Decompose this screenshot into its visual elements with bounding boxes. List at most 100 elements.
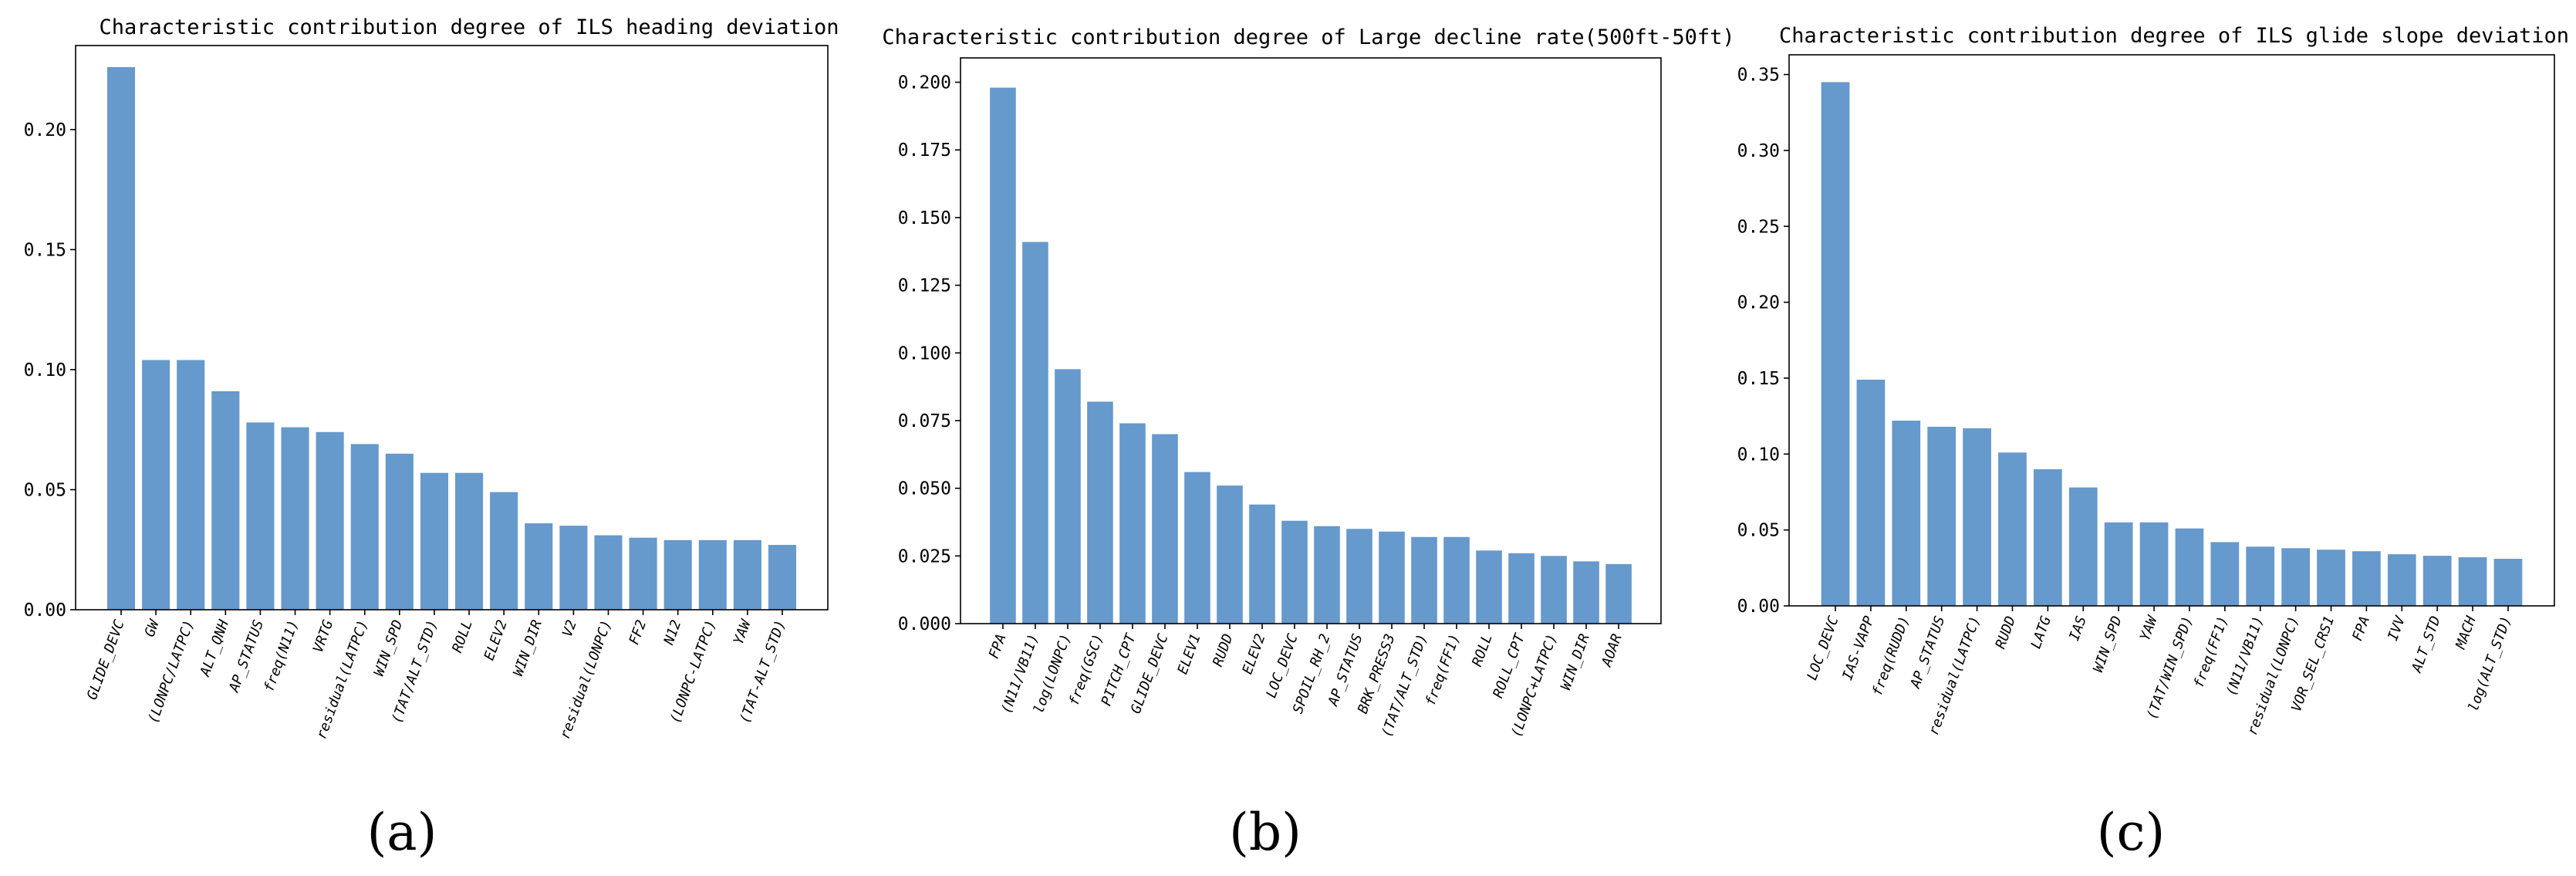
bar (106, 66, 136, 610)
x-tick-label: GLIDE_DEVC (84, 617, 128, 702)
y-tick-label: 0.10 (1737, 445, 1780, 465)
bar (525, 523, 553, 610)
x-tick-label: ROLL (1469, 632, 1496, 669)
x-tick-label: LOC_DEVC (1263, 631, 1301, 700)
x-tick-label: N12 (660, 618, 684, 648)
axes-frame (1788, 54, 2555, 607)
y-tick-label: 0.15 (1737, 369, 1780, 389)
x-tick-label: WIN_SPD (2090, 614, 2125, 675)
chart-title: Characteristic contribution degree of IL… (99, 15, 839, 39)
bar (733, 539, 761, 610)
bar (490, 492, 518, 610)
bar (211, 391, 240, 610)
bar (1379, 531, 1405, 624)
x-tick-label: ELEV2 (481, 618, 511, 663)
bar (2175, 528, 2204, 606)
bar (1508, 553, 1534, 624)
x-tick-label: LATG (2028, 614, 2055, 651)
bar (2422, 556, 2452, 606)
x-tick-label: RUDD (1993, 614, 2020, 651)
bar (1963, 428, 1991, 606)
bar (281, 427, 309, 610)
x-tick-label: IAS (2066, 614, 2090, 643)
bar (177, 360, 205, 610)
x-tick-label: MACH (2453, 614, 2480, 651)
bar (768, 545, 797, 610)
bar (455, 472, 484, 610)
bar (420, 472, 448, 610)
chart-title: Characteristic contribution degree of La… (882, 25, 1734, 49)
bar (1217, 485, 1243, 624)
bar (1856, 379, 1886, 606)
bar (2458, 557, 2487, 606)
bar (1541, 556, 1567, 624)
panel-label-a: (a) (367, 803, 437, 862)
panel-label-c: (c) (2097, 803, 2165, 862)
x-tick-label: RUDD (1210, 632, 1237, 669)
x-tick-label: FF2 (626, 618, 650, 648)
y-tick-label: 0.075 (898, 411, 951, 431)
x-tick-label: YAW (2137, 612, 2162, 643)
bar (1346, 529, 1372, 624)
bar (1119, 423, 1146, 624)
bar (1573, 561, 1599, 624)
y-tick-label: 0.00 (1737, 597, 1780, 617)
bar (1476, 550, 1502, 624)
bar (1927, 426, 1956, 606)
bar (1152, 434, 1178, 624)
x-tick-label: V2 (559, 618, 580, 640)
bar (2104, 522, 2133, 606)
y-tick-label: 0.100 (898, 343, 951, 364)
y-tick-label: 0.050 (898, 479, 951, 499)
x-tick-label: FPA (2349, 614, 2373, 644)
y-tick-label: 0.125 (898, 276, 951, 296)
axes-frame (75, 45, 829, 610)
x-tick-label: VRTG (310, 617, 337, 654)
bar (698, 539, 727, 610)
x-tick-label: LOC_DEVC (1804, 614, 1842, 682)
x-tick-label: AP_STATUS (1907, 614, 1948, 691)
bar (1892, 421, 1921, 606)
x-tick-label: freq(N11) (261, 618, 302, 695)
bar (1998, 452, 2027, 606)
chart-panel-c: Characteristic contribution degree of IL… (1737, 24, 2569, 862)
panel-label-b: (b) (1229, 803, 1302, 862)
x-tick-label: AOAR (1599, 631, 1626, 669)
bar (246, 422, 275, 610)
y-tick-label: 0.175 (898, 140, 951, 161)
y-tick-label: 0.10 (24, 360, 66, 381)
x-tick-label: IAS-VAPP (1839, 614, 1877, 682)
y-tick-label: 0.05 (24, 480, 66, 500)
x-tick-label: ALT_STD (2409, 614, 2444, 675)
y-tick-label: 0.00 (24, 600, 66, 621)
x-tick-label: WIN_SPD (371, 618, 407, 678)
axes-frame (960, 57, 1662, 624)
x-tick-label: GW (142, 617, 164, 640)
bar (663, 539, 692, 610)
x-axis: LOC_DEVCIAS-VAPPfreq(RUDD)AP_STATUSresid… (1804, 606, 2515, 737)
bar (1087, 401, 1113, 624)
y-tick-label: 0.35 (1737, 66, 1780, 86)
x-tick-label: ELEV2 (1239, 632, 1268, 677)
bar (2246, 546, 2275, 606)
y-tick-label: 0.200 (898, 73, 951, 93)
bar (1443, 536, 1470, 624)
y-axis: 0.000 0.025 0.050 0.075 0.100 0.125 0.150 0.175… (898, 73, 961, 634)
y-tick-label: 0.000 (898, 614, 951, 634)
y-tick-label: 0.025 (898, 546, 951, 567)
bar-group (990, 87, 1632, 624)
y-tick-label: 0.150 (898, 208, 951, 228)
bar (1022, 242, 1048, 624)
y-tick-label: 0.15 (24, 240, 66, 260)
y-tick-label: 0.30 (1737, 141, 1780, 161)
x-axis: FPA(N11/VB11)log(LONPC)freq(GSC)PITCH_CP… (986, 624, 1626, 739)
bar-group (1821, 82, 2523, 606)
x-tick-label: freq(RUDD) (1869, 614, 1913, 698)
x-tick-label: IVV (2385, 613, 2409, 643)
y-axis: 0.00 0.05 0.10 0.15 0.20 (24, 120, 76, 621)
y-axis: 0.00 0.05 0.10 0.15 0.20 0.25 0.30 0.35 (1737, 66, 1789, 617)
x-tick-label: FPA (986, 632, 1010, 661)
bar (2139, 522, 2169, 606)
x-tick-label: AP_STATUS (226, 617, 267, 695)
